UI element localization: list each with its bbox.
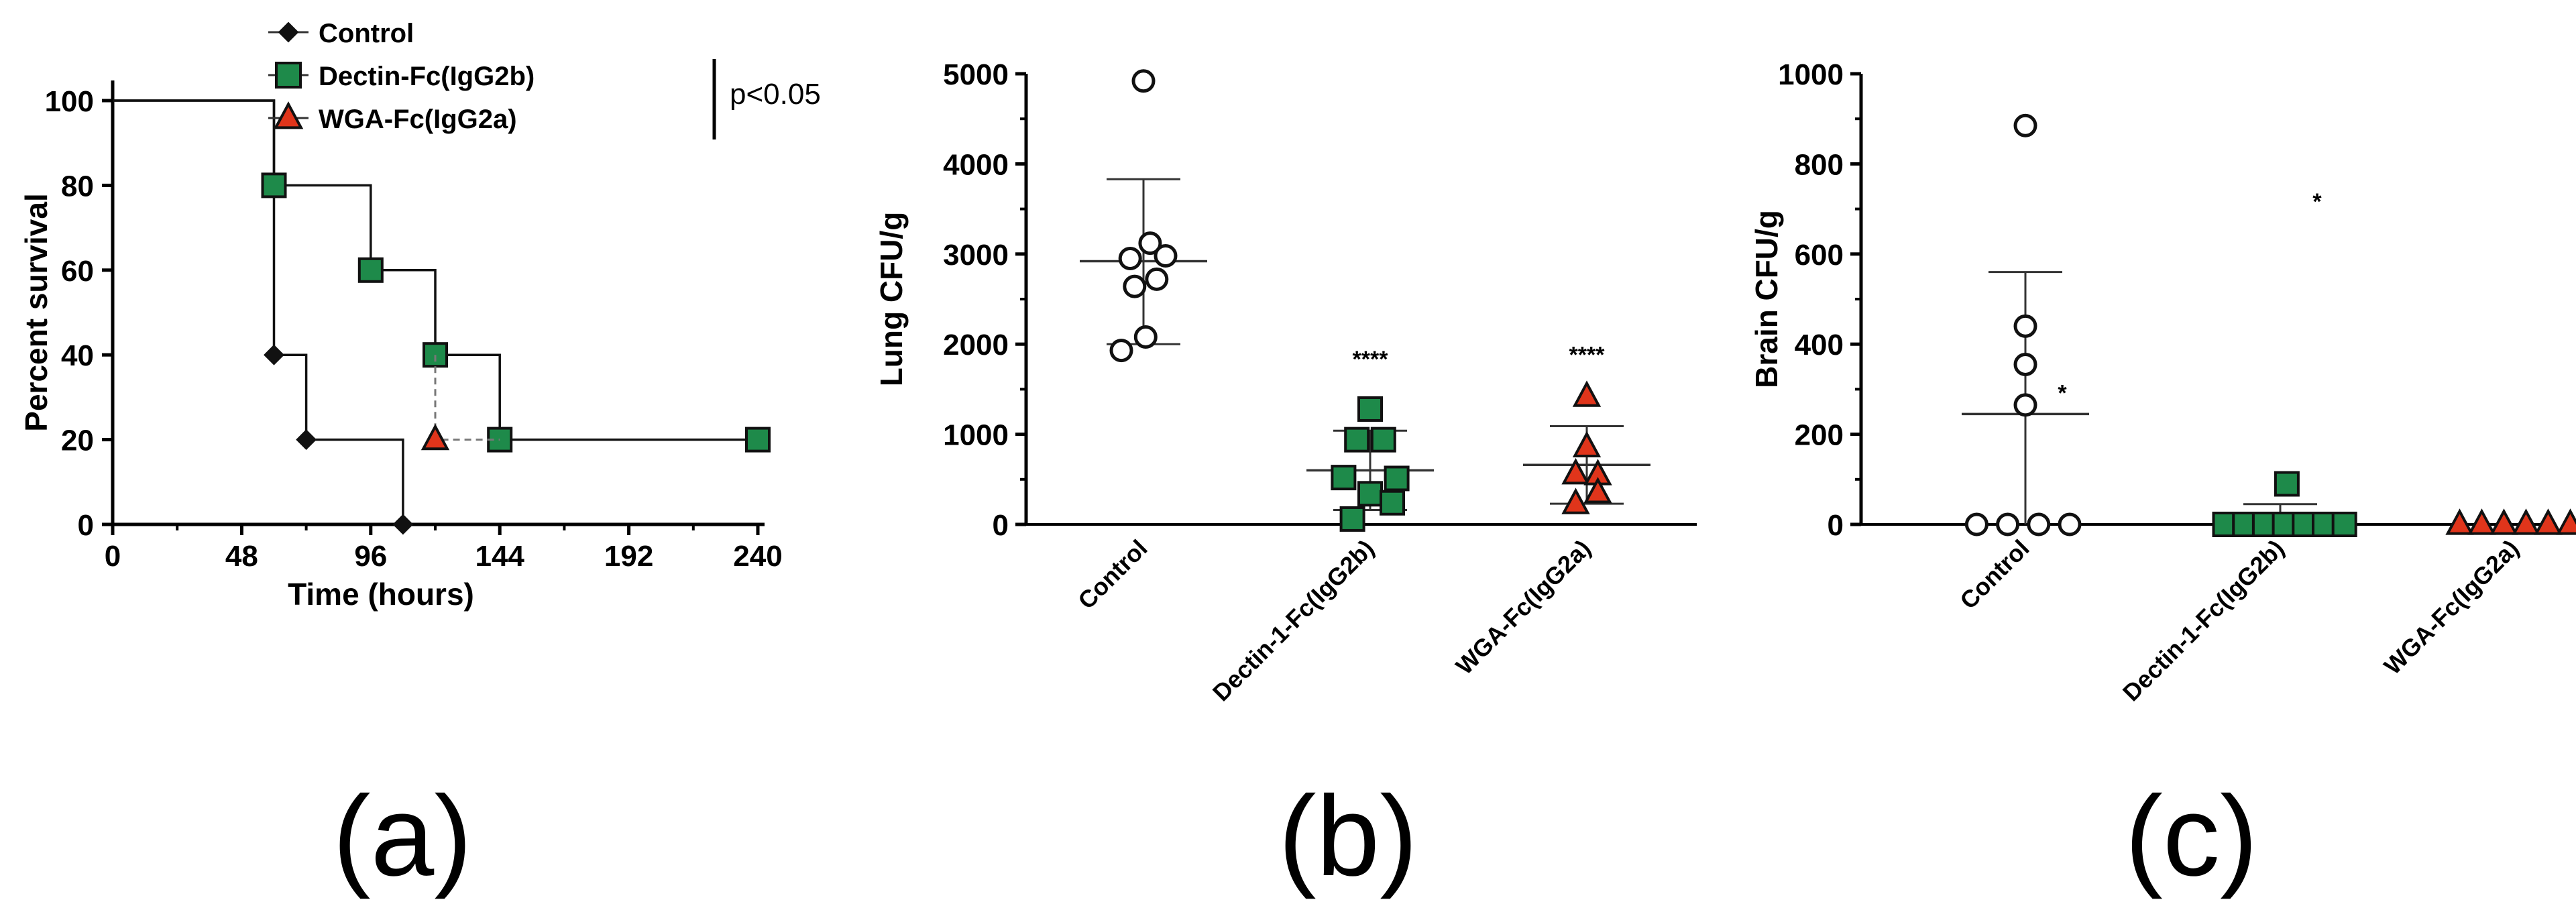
data-point-square <box>1384 465 1410 492</box>
series-point-diamond <box>296 429 317 451</box>
data-point-circle <box>2013 314 2037 338</box>
series-point-square <box>745 427 771 453</box>
x-tick-label: 96 <box>354 540 387 573</box>
series-point-square <box>357 257 384 283</box>
data-point-triangle <box>1572 431 1602 458</box>
data-point-square <box>2274 471 2300 497</box>
data-point-circle <box>2013 352 2037 376</box>
legend-marker-square <box>275 62 302 89</box>
data-point-square <box>1380 490 1405 516</box>
y-tick-label: 0 <box>1828 509 1844 542</box>
data-point-square <box>2331 512 2357 537</box>
data-point-square <box>1357 481 1383 507</box>
significance-marker: * <box>2312 189 2322 215</box>
series-line-control <box>113 99 404 524</box>
x-tick-label: 0 <box>105 540 121 573</box>
y-axis-label: Lung CFU/g <box>874 212 909 387</box>
y-tick-label: 80 <box>61 170 94 203</box>
category-label: Control <box>1072 534 1152 614</box>
data-point-square <box>1357 396 1383 422</box>
significance-marker: * <box>2058 380 2067 406</box>
data-point-circle <box>2027 512 2051 536</box>
panel-label: (c) <box>2125 773 2257 900</box>
category-label: WGA-Fc(IgG2a) <box>1451 534 1596 680</box>
data-point-triangle <box>1561 488 1590 514</box>
panel-b-lung-cfu-chart: 0 1000 2000 3000 4000 5000 Lung CFU/g Control **… <box>874 58 1697 900</box>
category-label: Dectin-1-Fc(IgG2b) <box>2117 534 2290 707</box>
data-point-circle <box>2013 393 2037 417</box>
data-point-circle <box>1123 274 1147 298</box>
y-tick-label: 100 <box>45 85 94 118</box>
data-point-circle <box>2013 113 2037 137</box>
data-point-square <box>1344 427 1370 453</box>
category-label: Control <box>1954 534 2034 614</box>
data-point-circle <box>1118 247 1142 271</box>
y-tick-label: 200 <box>1795 419 1844 452</box>
x-tick-label: 192 <box>604 540 653 573</box>
y-tick-label: 0 <box>993 509 1009 542</box>
data-point-circle <box>1109 339 1133 363</box>
legend-label: Control <box>319 19 414 48</box>
data-point-triangle <box>2489 508 2518 535</box>
significance-marker: **** <box>1353 347 1389 372</box>
x-tick-label: 240 <box>733 540 782 573</box>
data-point-square <box>1370 427 1396 453</box>
data-point-triangle <box>1572 380 1602 407</box>
y-tick-label: 400 <box>1795 329 1844 361</box>
y-tick-label: 800 <box>1795 148 1844 181</box>
panel-label: (a) <box>333 773 472 900</box>
y-tick-label: 40 <box>61 339 94 372</box>
data-point-circle <box>1145 267 1169 291</box>
significance-marker: **** <box>1569 343 1606 368</box>
y-tick-label: 1000 <box>943 419 1009 452</box>
data-point-triangle <box>1561 457 1590 485</box>
panel-a-survival-chart: 0 20 40 60 80 100 0 48 96 144 192 240 Time (hours) Pe… <box>19 19 821 900</box>
panel-c-brain-cfu-chart: 0 200 400 600 800 1000 Brain CFU/g * Control * Dec… <box>1749 58 2576 900</box>
legend-label: WGA-Fc(IgG2a) <box>319 105 517 134</box>
series-point-square <box>261 172 287 198</box>
y-tick-label: 1000 <box>1778 58 1844 91</box>
y-tick-label: 3000 <box>943 239 1009 272</box>
data-point-triangle <box>1583 477 1612 504</box>
series-point-diamond <box>392 514 414 535</box>
y-tick-label: 4000 <box>943 148 1009 181</box>
data-point-triangle <box>2556 508 2576 535</box>
category-label: Dectin-1-Fc(IgG2b) <box>1207 534 1380 707</box>
data-point-triangle <box>2445 508 2474 535</box>
y-tick-label: 0 <box>78 509 94 542</box>
data-point-triangle <box>2512 508 2540 535</box>
data-point-triangle <box>2467 508 2496 535</box>
y-axis-label: Percent survival <box>19 193 54 431</box>
data-point-circle <box>1154 243 1178 268</box>
x-tick-label: 48 <box>225 540 258 573</box>
data-point-circle <box>2058 512 2082 536</box>
series-line-dectin-fc-igg2b- <box>113 99 758 441</box>
data-point-circle <box>1138 231 1162 256</box>
y-tick-label: 600 <box>1795 239 1844 272</box>
data-point-square <box>1339 506 1365 532</box>
legend-marker-triangle <box>273 101 304 129</box>
data-point-circle <box>1131 69 1156 93</box>
series-point-triangle <box>421 423 450 451</box>
data-point-circle <box>1964 512 1989 536</box>
y-tick-label: 60 <box>61 255 94 288</box>
legend-label: Dectin-Fc(IgG2b) <box>319 62 535 91</box>
x-axis-label: Time (hours) <box>288 577 474 612</box>
panel-label: (b) <box>1278 773 1418 900</box>
series-point-diamond <box>264 344 284 365</box>
y-tick-label: 2000 <box>943 329 1009 361</box>
data-point-circle <box>1996 512 2020 536</box>
x-tick-label: 144 <box>475 540 524 573</box>
data-point-square <box>1331 465 1357 491</box>
y-tick-label: 20 <box>61 424 94 457</box>
y-axis-label: Brain CFU/g <box>1749 210 1784 388</box>
data-point-circle <box>1133 325 1158 349</box>
category-label: WGA-Fc(IgG2a) <box>2379 534 2524 680</box>
y-tick-label: 5000 <box>943 58 1009 91</box>
data-point-triangle <box>2534 508 2563 535</box>
legend-marker-diamond <box>278 21 299 43</box>
p-value-annotation: p<0.05 <box>730 78 821 111</box>
